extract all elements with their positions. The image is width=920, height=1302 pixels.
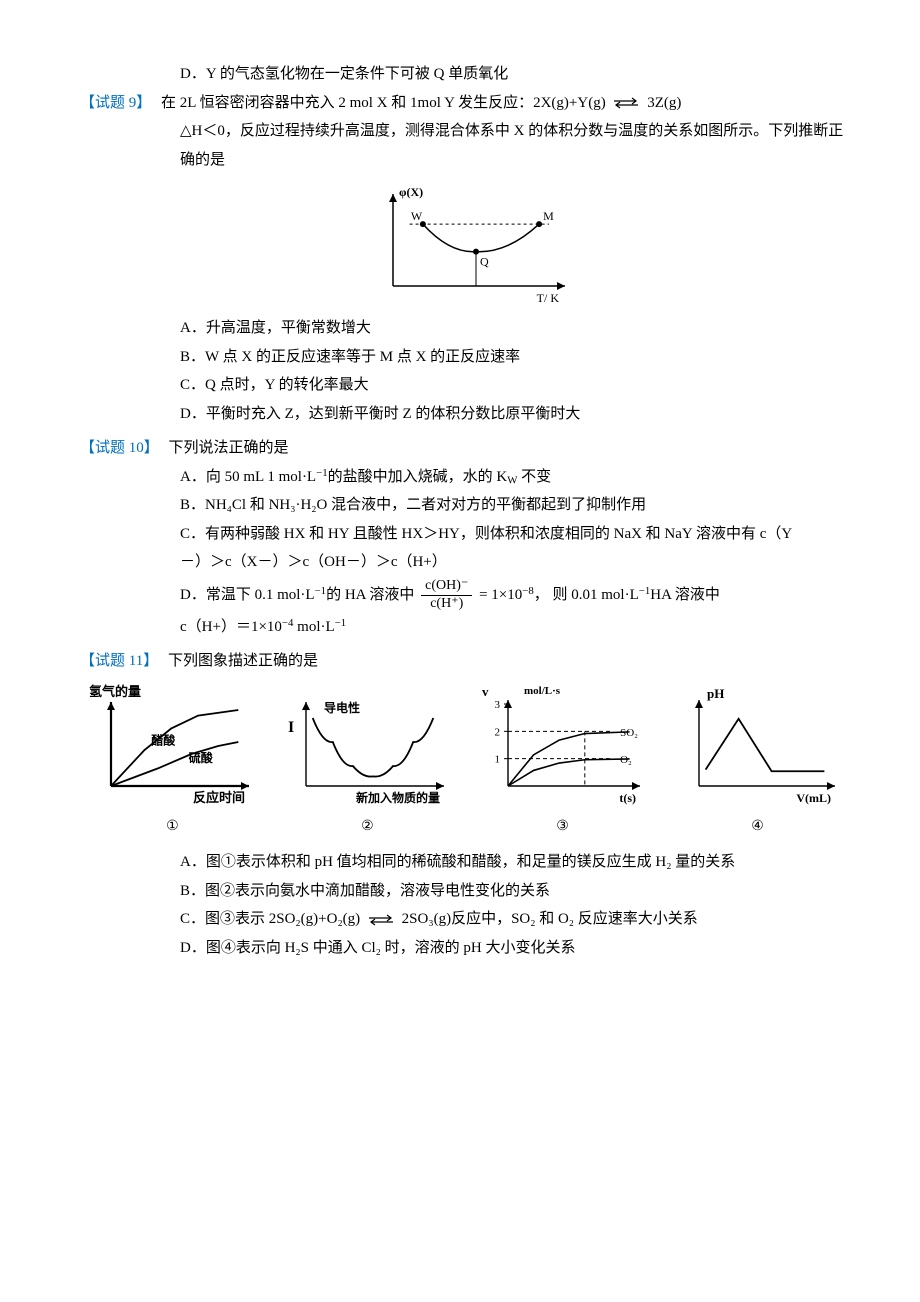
option-text: D．Y 的气态氢化物在一定条件下可被 Q 单质氧化 <box>180 66 508 82</box>
q10-stem: 下列说法正确的是 <box>169 440 289 456</box>
panel-3: v mol/L·s t(s) 1 2 3 SO₂ O₂ ③ <box>470 682 655 841</box>
svg-text:1: 1 <box>494 753 500 765</box>
svg-text:3: 3 <box>494 699 500 711</box>
q10a-sub: W <box>507 474 517 486</box>
q10-opt-d-line2: c（H+）＝1×10−4 mol·L−1 <box>180 613 850 642</box>
q10-opt-d-line1: D．常温下 0.1 mol·L−1的 HA 溶液中 c(OH)⁻ c(H⁺) =… <box>180 577 850 613</box>
q11-opt-a: A．图①表示体积和 pH 值均相同的稀硫酸和醋酸，和足量的镁反应生成 H₂ 量的… <box>180 848 850 877</box>
q10-options: A．向 50 mL 1 mol·L−1的盐酸中加入烧碱，水的 KW 不变 B．N… <box>180 463 850 642</box>
q10a-sup: −1 <box>316 467 328 479</box>
panel-2-svg: I 导电性新加入物质的量 <box>282 682 452 812</box>
q11-opt-b: B．图②表示向氨水中滴加醋酸，溶液导电性变化的关系 <box>180 877 850 906</box>
q9-opt-a: A．升高温度，平衡常数增大 <box>180 314 850 343</box>
equilibrium-arrow-icon <box>612 97 640 109</box>
q10d-mid2: ， 则 0.01 mol·L <box>534 587 639 603</box>
svg-text:I: I <box>288 719 294 736</box>
frac-den: c(H⁺) <box>421 596 472 613</box>
svg-text:O₂: O₂ <box>620 753 632 765</box>
svg-text:pH: pH <box>707 686 724 701</box>
q9-chart-svg: φ(X) T/ K W Q M <box>355 178 575 308</box>
panel-2-num: ② <box>275 814 460 841</box>
panel-1: 氢气的量反应时间 醋酸硫酸 ① <box>80 682 265 841</box>
svg-text:v: v <box>482 684 489 699</box>
svg-text:SO₂: SO₂ <box>620 726 638 738</box>
panel-3-svg: v mol/L·s t(s) 1 2 3 SO₂ O₂ <box>478 682 648 812</box>
q9-stem-part1: 在 2L 恒容密闭容器中充入 2 mol X 和 1mol Y 发生反应：2X(… <box>161 95 606 111</box>
q10d2-sup: −4 <box>282 617 294 629</box>
svg-text:反应时间: 反应时间 <box>193 790 245 805</box>
q9-opt-d: D．平衡时充入 Z，达到新平衡时 Z 的体积分数比原平衡时大 <box>180 400 850 429</box>
svg-text:φ(X): φ(X) <box>399 185 423 199</box>
question-11: 【试题 11】 下列图象描述正确的是 <box>80 647 850 676</box>
svg-text:V(mL): V(mL) <box>796 791 831 805</box>
question-9: 【试题 9】 在 2L 恒容密闭容器中充入 2 mol X 和 1mol Y 发… <box>80 89 850 118</box>
panel-4: pH V(mL) ④ <box>665 682 850 841</box>
q9-stem-part2: △H＜0，反应过程持续升高温度，测得混合体系中 X 的体积分数与温度的关系如图所… <box>180 117 850 174</box>
q11-label: 【试题 11】 <box>80 653 158 669</box>
svg-text:2: 2 <box>494 726 500 738</box>
q10d2-pre: c（H+）＝1×10 <box>180 619 282 635</box>
q10d-mid1: 的 HA 溶液中 <box>326 587 414 603</box>
q11-opt-c: C．图③表示 2SO₂(g)+O₂(g) 2SO₃(g)反应中，SO₂ 和 O₂… <box>180 905 850 934</box>
q9-opt-b: B．W 点 X 的正反应速率等于 M 点 X 的正反应速率 <box>180 343 850 372</box>
svg-text:醋酸: 醋酸 <box>152 732 177 747</box>
q9-graph: φ(X) T/ K W Q M <box>80 178 850 308</box>
panel-4-svg: pH V(mL) <box>673 682 843 812</box>
svg-text:Q: Q <box>480 255 489 269</box>
question-10: 【试题 10】 下列说法正确的是 <box>80 434 850 463</box>
panel-1-svg: 氢气的量反应时间 醋酸硫酸 <box>87 682 257 812</box>
q10-label: 【试题 10】 <box>80 440 159 456</box>
q10a-pre: A．向 50 mL 1 mol·L <box>180 469 316 485</box>
q11-opt-d: D．图④表示向 H₂S 中通入 Cl₂ 时，溶液的 pH 大小变化关系 <box>180 934 850 963</box>
q10d-pre: D．常温下 0.1 mol·L <box>180 587 315 603</box>
q11c-pre: C．图③表示 2SO₂(g)+O₂(g) <box>180 911 360 927</box>
svg-text:M: M <box>543 209 554 223</box>
equilibrium-arrow-icon <box>367 914 395 926</box>
q10-opt-c-line2: －）＞c（X－）＞c（OH－）＞c（H+） <box>180 548 850 577</box>
q10d-eq: = 1×10 <box>479 587 522 603</box>
q9-label: 【试题 9】 <box>80 95 151 111</box>
q10d-mid3: HA 溶液中 <box>650 587 720 603</box>
svg-text:导电性: 导电性 <box>324 700 360 715</box>
svg-text:mol/L·s: mol/L·s <box>524 685 561 697</box>
panel-2: I 导电性新加入物质的量 ② <box>275 682 460 841</box>
q10a-tail: 不变 <box>517 469 551 485</box>
fraction: c(OH)⁻ c(H⁺) <box>421 578 472 613</box>
svg-text:氢气的量: 氢气的量 <box>89 684 141 699</box>
q10d-sup1: −1 <box>315 585 327 597</box>
q10a-post: 的盐酸中加入烧碱，水的 K <box>328 469 508 485</box>
svg-text:W: W <box>411 209 423 223</box>
q9-options: A．升高温度，平衡常数增大 B．W 点 X 的正反应速率等于 M 点 X 的正反… <box>180 314 850 428</box>
q10d-sup2: −8 <box>522 585 534 597</box>
svg-text:T/ K: T/ K <box>537 291 560 305</box>
q10d-sup3: −1 <box>639 585 651 597</box>
q10-opt-c-line1: C．有两种弱酸 HX 和 HY 且酸性 HX＞HY，则体积和浓度相同的 NaX … <box>180 520 850 549</box>
q10-opt-b: B．NH₄Cl 和 NH₃·H₂O 混合液中，二者对对方的平衡都起到了抑制作用 <box>180 491 850 520</box>
svg-text:硫酸: 硫酸 <box>189 750 214 765</box>
q11-panels: 氢气的量反应时间 醋酸硫酸 ① I 导电性新加入物质的量 ② v mol/L·s t(s… <box>80 682 850 841</box>
q9-eq-right: 3Z(g) <box>647 95 681 111</box>
q11-options: A．图①表示体积和 pH 值均相同的稀硫酸和醋酸，和足量的镁反应生成 H₂ 量的… <box>180 848 850 962</box>
panel-3-num: ③ <box>470 814 655 841</box>
panel-1-num: ① <box>80 814 265 841</box>
q10-opt-a: A．向 50 mL 1 mol·L−1的盐酸中加入烧碱，水的 KW 不变 <box>180 463 850 492</box>
frac-num: c(OH)⁻ <box>421 578 472 596</box>
q11c-post: 2SO₃(g)反应中，SO₂ 和 O₂ 反应速率大小关系 <box>402 911 698 927</box>
q10d2-post: mol·L <box>293 619 334 635</box>
prev-question-option-d: D．Y 的气态氢化物在一定条件下可被 Q 单质氧化 <box>180 60 850 89</box>
q9-opt-c: C．Q 点时，Y 的转化率最大 <box>180 371 850 400</box>
svg-text:t(s): t(s) <box>619 791 636 805</box>
q11-stem: 下列图象描述正确的是 <box>168 653 318 669</box>
q10d2-sup2: −1 <box>335 617 347 629</box>
svg-text:新加入物质的量: 新加入物质的量 <box>356 790 440 805</box>
panel-4-num: ④ <box>665 814 850 841</box>
